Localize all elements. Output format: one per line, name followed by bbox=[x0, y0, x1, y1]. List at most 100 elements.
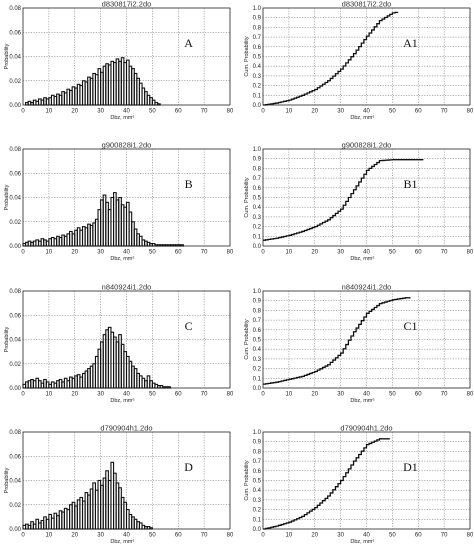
y-tick-label: 0.3 bbox=[253, 498, 262, 504]
y-tick-label: 0.2 bbox=[253, 84, 262, 90]
x-tick-label: 80 bbox=[467, 109, 474, 115]
x-tick-label: 60 bbox=[415, 250, 422, 256]
y-tick-label: 0.06 bbox=[9, 171, 21, 177]
x-tick-label: 30 bbox=[97, 533, 104, 539]
y-tick-label: 0.9 bbox=[253, 157, 262, 163]
y-tick-label: 0.6 bbox=[253, 328, 262, 334]
histogram-bar bbox=[180, 244, 184, 247]
x-axis-label: Dbz, mm⁶ bbox=[110, 397, 134, 404]
x-tick-label: 0 bbox=[21, 109, 25, 115]
y-tick-label: 0.06 bbox=[9, 313, 21, 319]
cumulative-line bbox=[263, 11, 399, 106]
y-tick-label: 0.1 bbox=[253, 234, 262, 240]
x-tick-label: 70 bbox=[441, 392, 448, 398]
x-tick-label: 40 bbox=[123, 533, 130, 539]
y-tick-label: 0.04 bbox=[9, 55, 21, 61]
y-axis-label: Probability bbox=[4, 184, 10, 210]
y-tick-label: 0.3 bbox=[253, 74, 262, 80]
y-tick-label: 0.7 bbox=[253, 176, 262, 182]
y-tick-label: 0.1 bbox=[253, 376, 262, 382]
chart-panel-a1: d830817i2.2do 0 10 20 30 40 50 60 70 80 0.0 0.1 0.2 0… bbox=[244, 0, 474, 121]
y-tick-label: 0.08 bbox=[9, 6, 21, 12]
y-tick-label: 0.2 bbox=[253, 367, 262, 373]
y-tick-label: 0.3 bbox=[253, 357, 262, 363]
y-tick-label: 0.8 bbox=[253, 449, 262, 455]
y-tick-label: 1.0 bbox=[253, 147, 262, 153]
y-tick-label: 0.5 bbox=[253, 196, 262, 202]
x-tick-label: 80 bbox=[467, 392, 474, 398]
plot-frame bbox=[262, 148, 471, 247]
y-tick-label: 0.2 bbox=[253, 225, 262, 231]
chart-panel-a: d830817i2.2do 0 10 20 30 40 50 60 70 80 0.00 0.02 0.… bbox=[4, 0, 234, 121]
x-tick-label: 60 bbox=[175, 250, 182, 256]
x-tick-label: 20 bbox=[71, 250, 78, 256]
y-tick-label: 0.9 bbox=[253, 16, 262, 22]
panel-title: d830817i2.2do bbox=[342, 0, 392, 9]
y-tick-label: 0.08 bbox=[9, 289, 21, 295]
y-tick-label: 0.7 bbox=[253, 459, 262, 465]
x-tick-label: 60 bbox=[175, 109, 182, 115]
y-tick-label: 0.4 bbox=[253, 205, 262, 211]
x-tick-label: 30 bbox=[337, 250, 344, 256]
histogram-bar bbox=[149, 527, 153, 530]
x-tick-label: 30 bbox=[97, 109, 104, 115]
x-tick-label: 10 bbox=[286, 250, 293, 256]
y-tick-label: 1.0 bbox=[253, 430, 262, 436]
x-tick-label: 20 bbox=[311, 392, 318, 398]
y-axis-label: Probability bbox=[4, 43, 10, 69]
y-tick-label: 0.6 bbox=[253, 186, 262, 192]
y-tick-label: 0.4 bbox=[253, 347, 262, 353]
chart-panel-c1: n840924i1.2do 0 10 20 30 40 50 60 70 80 0.0 0.1 0.2 0… bbox=[244, 283, 474, 405]
y-tick-label: 0.08 bbox=[9, 147, 21, 153]
x-tick-label: 50 bbox=[389, 392, 396, 398]
y-tick-label: 0.02 bbox=[9, 503, 21, 509]
x-tick-label: 70 bbox=[441, 250, 448, 256]
y-tick-label: 0.00 bbox=[9, 244, 21, 250]
x-tick-label: 80 bbox=[227, 392, 234, 398]
panel-label: D1 bbox=[403, 460, 418, 474]
y-tick-label: 0.9 bbox=[253, 299, 262, 305]
panel-title: n840924i1.2do bbox=[102, 283, 152, 292]
panel-title: d830817i2.2do bbox=[102, 0, 152, 9]
x-tick-label: 60 bbox=[175, 392, 182, 398]
y-tick-label: 0.06 bbox=[9, 454, 21, 460]
x-tick-label: 40 bbox=[363, 533, 370, 539]
y-tick-label: 0.8 bbox=[253, 166, 262, 172]
x-tick-label: 20 bbox=[71, 533, 78, 539]
y-tick-label: 1.0 bbox=[253, 6, 262, 12]
x-tick-label: 20 bbox=[71, 392, 78, 398]
x-tick-label: 10 bbox=[46, 392, 53, 398]
cumulative-line bbox=[263, 297, 411, 385]
panel-label: C1 bbox=[403, 319, 417, 333]
y-tick-label: 0.5 bbox=[253, 479, 262, 485]
x-tick-label: 30 bbox=[97, 392, 104, 398]
panel-title: g900828i1.2do bbox=[102, 141, 152, 150]
x-tick-label: 40 bbox=[363, 250, 370, 256]
x-tick-label: 40 bbox=[123, 109, 130, 115]
y-tick-label: 0.1 bbox=[253, 517, 262, 523]
x-axis-label: Dbz, mm⁶ bbox=[350, 397, 374, 404]
y-tick-label: 0.06 bbox=[9, 30, 21, 36]
panel-label: B bbox=[185, 177, 193, 191]
y-tick-label: 0.4 bbox=[253, 64, 262, 70]
chart-panel-c: n840924i1.2do 0 10 20 30 40 50 60 70 80 0.00 0.02 0.… bbox=[4, 283, 234, 405]
x-tick-label: 10 bbox=[46, 250, 53, 256]
x-tick-label: 80 bbox=[227, 533, 234, 539]
x-tick-label: 80 bbox=[227, 109, 234, 115]
y-tick-label: 0.3 bbox=[253, 215, 262, 221]
y-tick-label: 0.04 bbox=[9, 196, 21, 202]
x-tick-label: 60 bbox=[175, 533, 182, 539]
panel-title: d790904h1.2do bbox=[340, 424, 392, 433]
x-tick-label: 70 bbox=[201, 250, 208, 256]
x-tick-label: 80 bbox=[467, 533, 474, 539]
y-tick-label: 0.4 bbox=[253, 488, 262, 494]
x-axis-label: Dbz, mm⁶ bbox=[350, 255, 374, 262]
y-tick-label: 0.5 bbox=[253, 338, 262, 344]
x-tick-label: 40 bbox=[123, 392, 130, 398]
y-tick-label: 0.8 bbox=[253, 308, 262, 314]
x-tick-label: 40 bbox=[123, 250, 130, 256]
x-tick-label: 50 bbox=[149, 109, 156, 115]
y-axis-label: Probability bbox=[4, 467, 10, 493]
x-tick-label: 0 bbox=[261, 109, 265, 115]
